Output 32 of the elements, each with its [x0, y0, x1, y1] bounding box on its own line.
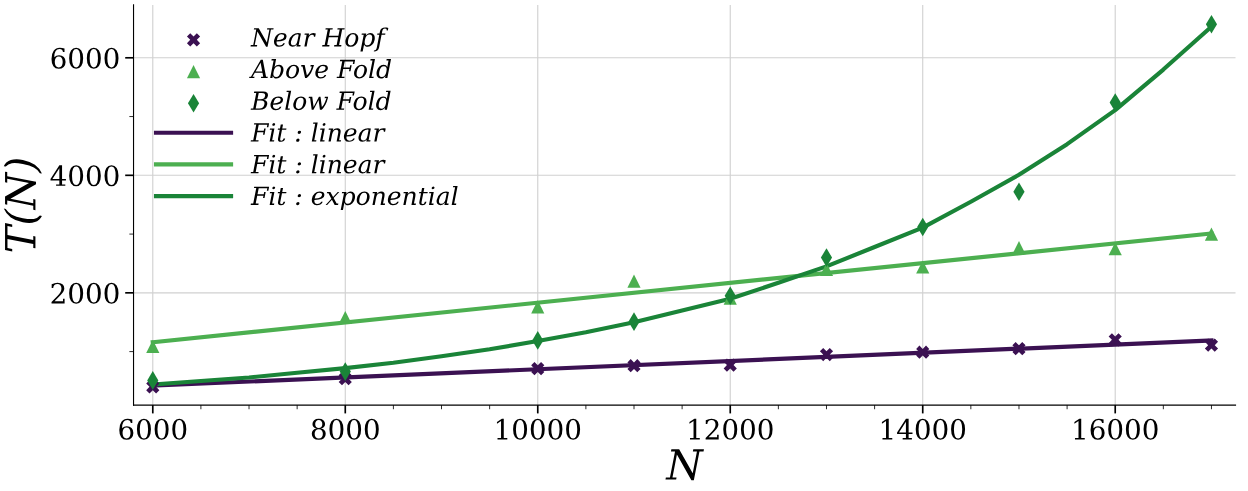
- point: [819, 347, 834, 362]
- point: [1204, 338, 1219, 352]
- x-tick-label: 6000: [119, 418, 187, 440]
- x-tick-label: 16000: [1074, 418, 1158, 440]
- point: [723, 358, 737, 372]
- point: [916, 260, 930, 274]
- y-axis-title: T(N): [3, 159, 42, 252]
- point: [146, 339, 160, 353]
- x-axis-title: N: [665, 449, 704, 481]
- x-tick-label: 8000: [311, 418, 379, 440]
- legend-label: Fit : exponential: [250, 185, 458, 211]
- legend-label: Fit : linear: [250, 122, 386, 142]
- y-tick-label: 6000: [51, 47, 119, 69]
- x-tick-label: 12000: [689, 418, 773, 440]
- point: [1108, 333, 1122, 347]
- point: [627, 274, 641, 288]
- point: [531, 362, 545, 376]
- point: [627, 359, 641, 373]
- point: [1012, 342, 1026, 356]
- point: [1012, 241, 1026, 255]
- point: [1204, 227, 1219, 241]
- x-tick-label: 10000: [496, 418, 581, 440]
- legend-label: Near Hopf: [250, 27, 389, 52]
- legend-label: Above Fold: [249, 59, 392, 79]
- point: [338, 310, 352, 325]
- legend-label: Fit : linear: [250, 154, 386, 174]
- x-tick-label: 14000: [881, 418, 966, 440]
- point: [531, 300, 545, 314]
- point: [916, 345, 930, 359]
- y-tick-label: 2000: [51, 282, 119, 304]
- legend-label: Below Fold: [250, 90, 391, 111]
- y-tick-label: 4000: [50, 165, 119, 187]
